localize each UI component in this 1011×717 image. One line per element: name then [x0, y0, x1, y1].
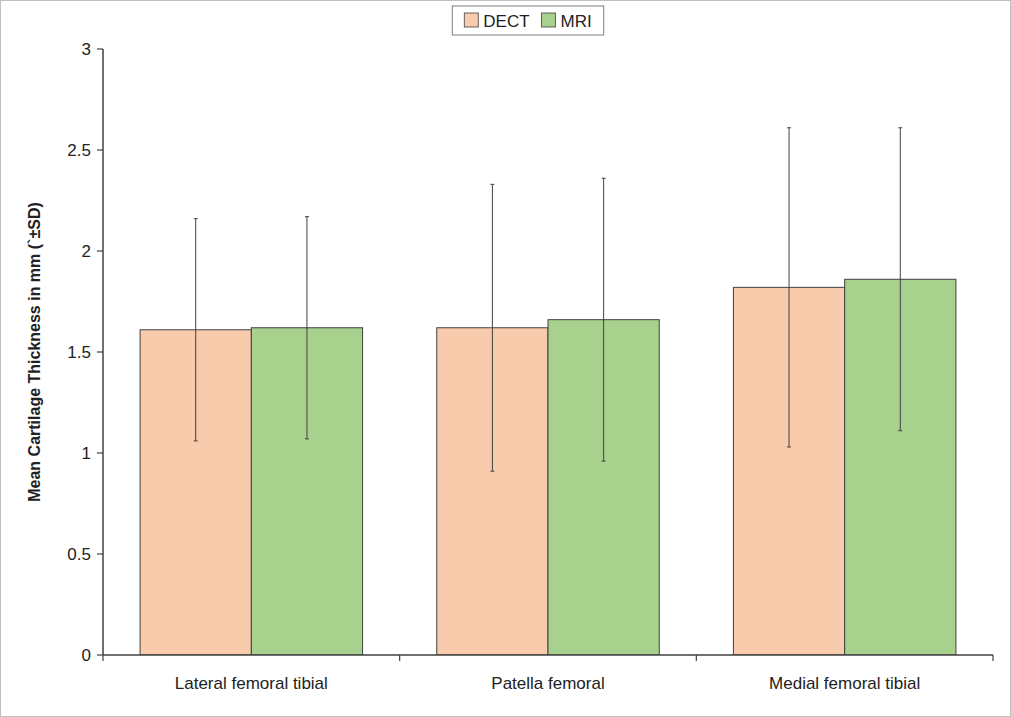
legend: DECT MRI: [452, 6, 603, 35]
x-tick: [992, 655, 993, 661]
error-bar: [787, 128, 791, 447]
error-cap: [194, 218, 198, 219]
error-line: [195, 219, 196, 441]
y-axis-label: Mean Cartilage Thickness in mm (`±SD): [26, 202, 43, 502]
y-tick-label: 3: [82, 40, 91, 59]
error-cap: [194, 440, 198, 441]
y-tick: [97, 553, 103, 554]
error-bar: [898, 128, 902, 431]
y-tick: [97, 250, 103, 251]
error-cap: [602, 178, 606, 179]
y-tick: [97, 654, 103, 655]
x-tick: [102, 655, 103, 661]
legend-label: DECT: [483, 12, 529, 31]
y-tick: [97, 48, 103, 49]
error-cap: [787, 446, 791, 447]
frame: [1, 1, 1011, 717]
x-tick-label: Medial femoral tibial: [769, 674, 920, 693]
legend-label: MRI: [561, 12, 592, 31]
legend-swatch: [542, 13, 556, 27]
x-tick: [696, 655, 697, 661]
error-bar: [194, 219, 198, 441]
x-axis: [103, 654, 993, 656]
legend-box: [452, 6, 603, 35]
error-line: [306, 217, 307, 439]
legend-swatch: [464, 13, 478, 27]
x-tick-label: Lateral femoral tibial: [175, 674, 328, 693]
error-cap: [490, 184, 494, 185]
error-line: [789, 128, 790, 447]
y-tick: [97, 149, 103, 150]
error-line: [603, 178, 604, 461]
error-line: [492, 184, 493, 471]
error-cap: [305, 438, 309, 439]
error-cap: [898, 430, 902, 431]
error-cap: [787, 127, 791, 128]
error-bar: [490, 184, 494, 471]
error-line: [900, 128, 901, 431]
error-bar: [602, 178, 606, 461]
y-tick-label: 2: [82, 242, 91, 261]
y-tick: [97, 452, 103, 453]
error-cap: [490, 471, 494, 472]
y-tick-label: 0.5: [67, 545, 91, 564]
y-tick: [97, 351, 103, 352]
y-tick-label: 1: [82, 444, 91, 463]
x-tick-label: Patella femoral: [491, 674, 604, 693]
error-cap: [898, 127, 902, 128]
plot-area: [140, 128, 956, 655]
error-cap: [305, 216, 309, 217]
y-tick-label: 2.5: [67, 141, 91, 160]
y-tick-label: 1.5: [67, 343, 91, 362]
x-tick: [399, 655, 400, 661]
chart: 0 0.5 1 1.5 2 2.5 3 Lateral femoral tibial Patel…: [0, 0, 1011, 717]
error-bar: [305, 217, 309, 439]
y-tick-label: 0: [82, 646, 91, 665]
error-cap: [602, 461, 606, 462]
